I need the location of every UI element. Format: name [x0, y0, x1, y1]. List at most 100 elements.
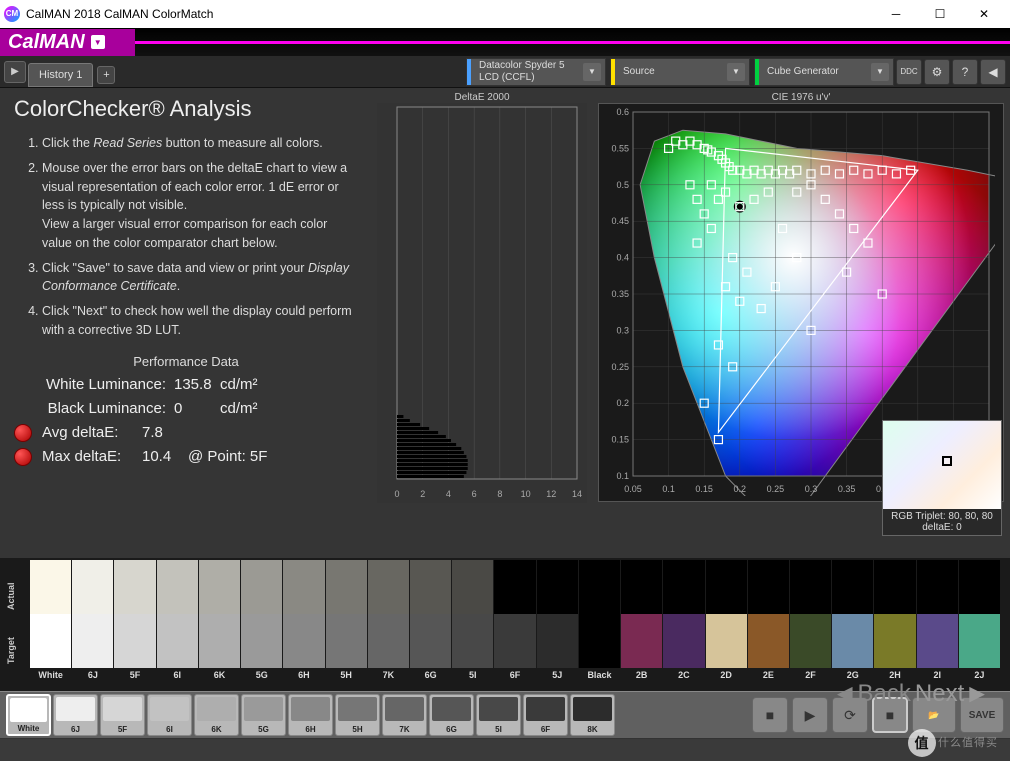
swatch-actual[interactable] — [748, 560, 789, 614]
swatch-actual[interactable] — [283, 560, 324, 614]
minimize-button[interactable]: ─ — [874, 0, 918, 28]
swatch-actual[interactable] — [959, 560, 1000, 614]
swatch-target[interactable] — [72, 614, 113, 668]
svg-text:0.1: 0.1 — [616, 471, 629, 481]
svg-text:12: 12 — [546, 489, 556, 499]
swatch-actual[interactable] — [832, 560, 873, 614]
target-swatch-row — [30, 614, 1000, 668]
settings-button[interactable]: ⚙ — [924, 59, 950, 85]
swatch-target[interactable] — [241, 614, 282, 668]
color-thumb[interactable]: 7K — [382, 694, 427, 736]
swatch-actual[interactable] — [30, 560, 71, 614]
color-thumb[interactable]: 6K — [194, 694, 239, 736]
maximize-button[interactable]: ☐ — [918, 0, 962, 28]
color-thumb[interactable]: 5I — [476, 694, 521, 736]
swatch-actual[interactable] — [706, 560, 747, 614]
device-dropdown-0[interactable]: Datacolor Spyder 5LCD (CCFL) ▼ — [466, 58, 606, 86]
color-thumb[interactable]: 6I — [147, 694, 192, 736]
back-nav-button[interactable]: ◄ Back — [832, 678, 911, 709]
swatch-target[interactable] — [706, 614, 747, 668]
swatch-actual[interactable] — [199, 560, 240, 614]
swatch-target[interactable] — [114, 614, 155, 668]
close-button[interactable]: ✕ — [962, 0, 1006, 28]
stop-button[interactable]: ■ — [752, 697, 788, 733]
swatch-target[interactable] — [874, 614, 915, 668]
swatch-target[interactable] — [283, 614, 324, 668]
color-thumb[interactable]: 6J — [53, 694, 98, 736]
swatch-label: 6K — [199, 668, 240, 680]
color-thumb[interactable]: 6F — [523, 694, 568, 736]
swatch-actual[interactable] — [917, 560, 958, 614]
swatch-actual[interactable] — [621, 560, 662, 614]
next-nav-button[interactable]: Next ► — [915, 678, 990, 709]
svg-text:0.45: 0.45 — [611, 216, 629, 226]
swatch-actual[interactable] — [494, 560, 535, 614]
status-dot-icon — [14, 448, 32, 466]
perf-row: Avg deltaE:7.8 — [14, 421, 358, 445]
performance-data-title: Performance Data — [14, 354, 358, 369]
color-thumb[interactable]: 5G — [241, 694, 286, 736]
brand-logo[interactable]: CalMAN ▼ — [0, 29, 135, 56]
swatch-target[interactable] — [368, 614, 409, 668]
swatch-target[interactable] — [959, 614, 1000, 668]
swatch-target[interactable] — [832, 614, 873, 668]
swatch-target[interactable] — [494, 614, 535, 668]
actual-row-label: Actual — [6, 582, 16, 610]
rgb-triplet-label: RGB Triplet: 80, 80, 80 — [883, 511, 1001, 522]
swatch-target[interactable] — [790, 614, 831, 668]
color-thumb[interactable]: 5H — [335, 694, 380, 736]
swatch-target[interactable] — [452, 614, 493, 668]
swatch-actual[interactable] — [874, 560, 915, 614]
history-tab[interactable]: History 1 — [28, 63, 93, 87]
swatch-target[interactable] — [917, 614, 958, 668]
svg-text:0.55: 0.55 — [611, 143, 629, 153]
svg-text:10: 10 — [521, 489, 531, 499]
swatch-actual[interactable] — [410, 560, 451, 614]
nav-back-button[interactable]: ▶ — [4, 61, 26, 83]
color-thumb[interactable]: White — [6, 694, 51, 736]
swatch-actual[interactable] — [326, 560, 367, 614]
add-tab-button[interactable]: + — [97, 66, 115, 84]
swatch-actual[interactable] — [114, 560, 155, 614]
swatch-target[interactable] — [30, 614, 71, 668]
swatch-target[interactable] — [621, 614, 662, 668]
svg-text:6: 6 — [472, 489, 477, 499]
swatch-target[interactable] — [326, 614, 367, 668]
swatch-actual[interactable] — [241, 560, 282, 614]
color-thumb[interactable]: 5F — [100, 694, 145, 736]
swatch-actual[interactable] — [368, 560, 409, 614]
swatch-actual[interactable] — [663, 560, 704, 614]
swatch-actual[interactable] — [72, 560, 113, 614]
svg-text:0.1: 0.1 — [662, 484, 675, 494]
swatch-target[interactable] — [157, 614, 198, 668]
swatch-target[interactable] — [537, 614, 578, 668]
svg-text:0.15: 0.15 — [611, 435, 629, 445]
instruction-step: Click "Next" to check how well the displ… — [42, 302, 358, 340]
svg-text:0.35: 0.35 — [611, 289, 629, 299]
nav-forward-button[interactable]: ◀ — [980, 59, 1006, 85]
swatch-target[interactable] — [748, 614, 789, 668]
device-dropdown-2[interactable]: Cube Generator ▼ — [754, 58, 894, 86]
help-button[interactable]: ? — [952, 59, 978, 85]
swatch-actual[interactable] — [790, 560, 831, 614]
color-thumb[interactable]: 6H — [288, 694, 333, 736]
ddc-button[interactable]: DDC — [896, 59, 922, 85]
device-dropdown-1[interactable]: Source ▼ — [610, 58, 750, 86]
swatch-target[interactable] — [410, 614, 451, 668]
play-button[interactable]: ▶ — [792, 697, 828, 733]
swatch-target[interactable] — [579, 614, 620, 668]
swatch-target[interactable] — [663, 614, 704, 668]
svg-text:0.2: 0.2 — [734, 484, 747, 494]
swatch-label: 6H — [283, 668, 324, 680]
swatch-actual[interactable] — [537, 560, 578, 614]
swatch-actual[interactable] — [579, 560, 620, 614]
cie-chart-title: CIE 1976 u'v' — [598, 92, 1004, 103]
window-title: CalMAN 2018 CalMAN ColorMatch — [26, 7, 213, 21]
brand-bar: CalMAN ▼ — [0, 28, 1010, 56]
swatch-actual[interactable] — [157, 560, 198, 614]
svg-text:0.5: 0.5 — [616, 180, 629, 190]
swatch-target[interactable] — [199, 614, 240, 668]
color-thumb[interactable]: 6G — [429, 694, 474, 736]
swatch-actual[interactable] — [452, 560, 493, 614]
color-thumb[interactable]: 8K — [570, 694, 615, 736]
